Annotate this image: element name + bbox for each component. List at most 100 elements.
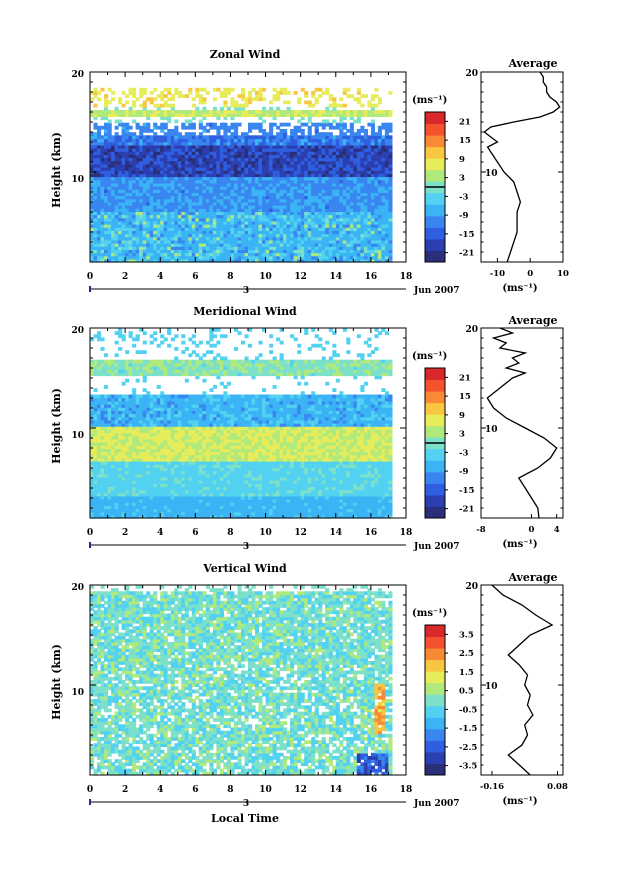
heatmap-cell <box>272 122 277 127</box>
heatmap-cell <box>251 201 256 206</box>
heatmap-cell <box>332 186 337 190</box>
heatmap-cell <box>258 135 263 140</box>
heatmap-cell <box>279 144 284 149</box>
heatmap-cell <box>149 220 154 225</box>
heatmap-cell <box>174 255 179 260</box>
heatmap-cell <box>244 100 249 105</box>
heatmap-cell <box>212 243 217 247</box>
heatmap-cell <box>160 217 165 222</box>
heatmap-cell <box>139 404 144 408</box>
heatmap-cell <box>255 217 260 222</box>
heatmap-cell <box>283 252 288 257</box>
heatmap-cell <box>384 154 389 159</box>
heatmap-cell <box>121 413 126 418</box>
heatmap-cell <box>202 189 207 193</box>
heatmap-cell <box>241 246 246 250</box>
heatmap-cell <box>93 103 98 108</box>
heatmap-cell <box>297 154 302 159</box>
heatmap-cell <box>191 113 196 117</box>
heatmap-cell <box>198 208 203 212</box>
heatmap-cell <box>226 205 231 209</box>
heatmap-cell <box>356 243 361 247</box>
heatmap-cell <box>297 252 302 257</box>
heatmap-cell <box>244 173 249 178</box>
heatmap-cell <box>205 252 210 257</box>
heatmap-cell <box>328 148 333 152</box>
heatmap-cell <box>226 230 231 235</box>
heatmap-cell <box>262 151 267 155</box>
heatmap-cell <box>276 246 281 250</box>
heatmap-cell <box>90 457 95 462</box>
heatmap-cell <box>118 195 123 200</box>
heatmap-cell <box>353 224 358 228</box>
heatmap-cell <box>374 224 379 228</box>
heatmap-cell <box>342 230 347 235</box>
heatmap-cell <box>125 473 130 478</box>
heatmap-cell <box>114 476 119 481</box>
heatmap-cell <box>360 249 365 254</box>
heatmap-cell <box>384 173 389 178</box>
heatmap-cell <box>135 249 140 254</box>
heatmap-cell <box>367 186 372 190</box>
heatmap-cell <box>384 113 389 117</box>
heatmap-cell <box>97 233 102 238</box>
heatmap-cell <box>297 211 302 216</box>
heatmap-cell <box>356 167 361 171</box>
heatmap-cell <box>107 252 112 257</box>
heatmap-cell <box>318 151 323 155</box>
heatmap-cell <box>107 144 112 149</box>
heatmap-cell <box>318 94 323 98</box>
heatmap-cell <box>163 192 168 197</box>
heatmap-cell <box>97 227 102 231</box>
heatmap-cell <box>100 246 105 250</box>
heatmap-cell <box>156 113 161 117</box>
heatmap-cell <box>370 94 375 98</box>
heatmap-cell <box>248 129 253 133</box>
heatmap-cell <box>146 170 151 174</box>
heatmap-cell <box>367 249 372 254</box>
heatmap-cell <box>374 189 379 193</box>
heatmap-cell <box>219 214 224 219</box>
heatmap-cell <box>321 125 326 130</box>
heatmap-cell <box>118 489 123 494</box>
heatmap-cell <box>318 132 323 136</box>
heatmap-cell <box>205 208 210 212</box>
heatmap-cell <box>170 160 175 165</box>
heatmap-cell <box>139 467 144 472</box>
heatmap-cell <box>107 132 112 136</box>
heatmap-cell <box>262 217 267 222</box>
heatmap-cell <box>160 192 165 197</box>
heatmap-cell <box>349 217 354 222</box>
heatmap-cell <box>300 198 305 203</box>
heatmap-cell <box>142 189 147 193</box>
heatmap-cell <box>219 110 224 114</box>
heatmap-cell <box>114 511 119 516</box>
heatmap-cell <box>121 483 126 487</box>
heatmap-cell <box>195 239 200 244</box>
heatmap-cell <box>163 94 168 98</box>
heatmap-cell <box>177 173 182 178</box>
heatmap-cell <box>121 445 126 449</box>
heatmap-cell <box>104 103 109 108</box>
heatmap-cell <box>318 217 323 222</box>
heatmap-cell <box>342 116 347 121</box>
heatmap-cell <box>198 141 203 146</box>
heatmap-cell <box>219 179 224 184</box>
heatmap-cell <box>97 110 102 114</box>
heatmap-cell <box>100 369 105 373</box>
heatmap-cell <box>311 189 316 193</box>
heatmap-cell <box>118 236 123 241</box>
heatmap-cell <box>234 144 239 149</box>
heatmap-cell <box>244 182 249 187</box>
heatmap-cell <box>181 217 186 222</box>
heatmap-cell <box>219 239 224 244</box>
heatmap-cell <box>325 239 330 244</box>
heatmap-cell <box>114 138 119 143</box>
heatmap-cell <box>328 255 333 260</box>
heatmap-cell <box>118 511 123 516</box>
heatmap-cell <box>279 211 284 216</box>
heatmap-cell <box>244 189 249 193</box>
heatmap-cell <box>244 97 249 102</box>
heatmap-cell <box>290 182 295 187</box>
heatmap-cell <box>332 243 337 247</box>
